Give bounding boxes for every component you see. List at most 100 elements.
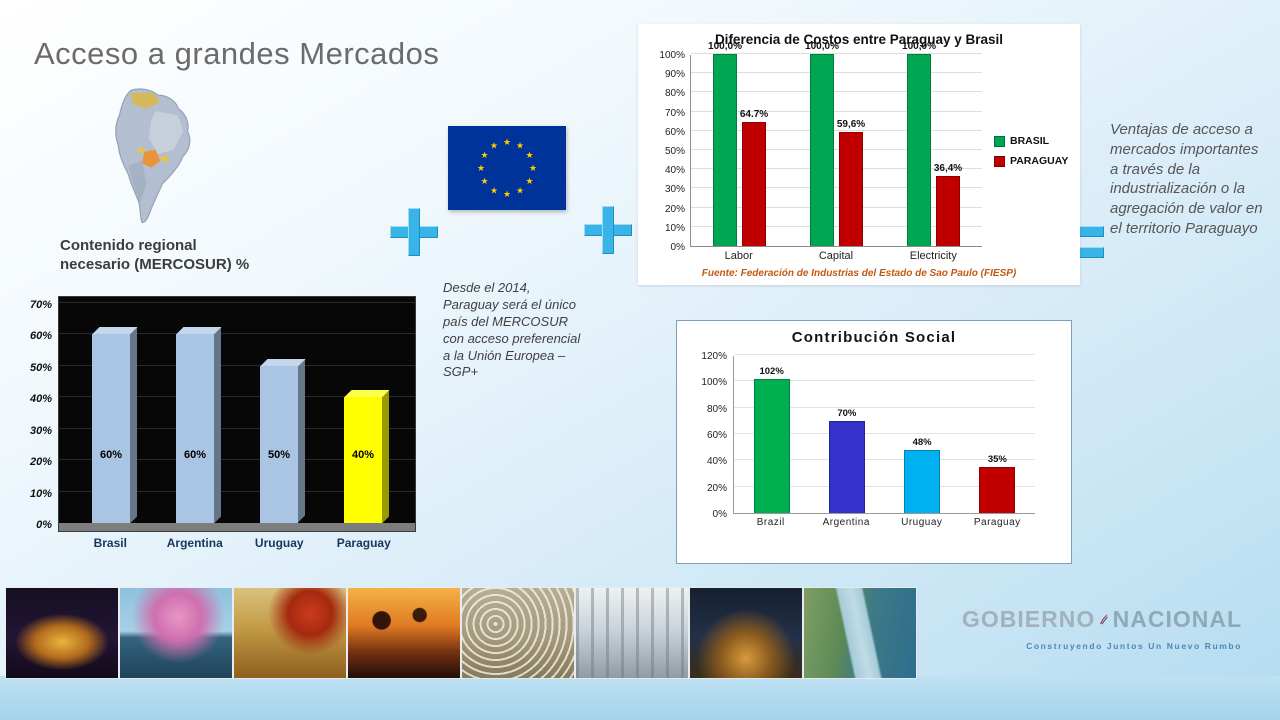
- gridline: [734, 406, 1035, 408]
- bar: [753, 378, 790, 513]
- bar-wrap: 59,6%: [837, 119, 865, 246]
- gridline: [59, 364, 415, 366]
- y-tick-label: 10%: [29, 487, 52, 500]
- gridline: [734, 354, 1035, 355]
- bar: [907, 54, 931, 246]
- logo-word-nacional: NACIONAL: [1112, 605, 1242, 632]
- photo-lapacho-tree-lake: [119, 587, 233, 679]
- mercosur-chart: 0% 10% 20% 30% 40% 50% 60% 70% 60% 60% 50% 40% Bra…: [12, 296, 430, 550]
- page-title: Acceso a grandes Mercados: [34, 36, 440, 71]
- bar-3d-side: [214, 327, 221, 523]
- social-y-axis: 0% 20% 40% 60% 80% 100% 120%: [689, 351, 733, 520]
- gridline: [59, 490, 415, 492]
- svg-text:★: ★: [503, 138, 511, 148]
- social-chart-title: Contribución Social: [791, 329, 957, 346]
- gridline: [59, 333, 415, 335]
- bar: [92, 327, 137, 523]
- bar: [810, 54, 834, 246]
- plus-icon: [390, 208, 438, 256]
- photo-river-barge: [803, 587, 917, 679]
- bar: [260, 358, 305, 523]
- y-tick-label: 120%: [701, 351, 727, 362]
- costs-x-axis: Labor Capital Electricity: [690, 247, 982, 262]
- legend-swatch-paraguay: [994, 155, 1005, 167]
- bar-group: 40%: [321, 297, 405, 523]
- gridline: [691, 91, 982, 93]
- y-tick-label: 60%: [706, 430, 727, 441]
- costs-y-axis: 0% 10% 20% 30% 40% 50% 60% 70% 80% 90% 100%: [650, 50, 690, 253]
- y-tick-label: 40%: [29, 393, 52, 406]
- gridline: [734, 433, 1035, 434]
- bar-wrap: 70%: [809, 408, 884, 513]
- category-label: Paraguay: [973, 517, 1021, 528]
- regional-label-line1: Contenido regional: [60, 237, 197, 254]
- legend-label-brasil: BRASIL: [1010, 135, 1050, 147]
- photo-night-gathering: [689, 587, 803, 679]
- bar-value-label: 100,0%: [902, 41, 936, 52]
- y-tick-label: 40%: [706, 456, 727, 468]
- bar-3d-top: [176, 327, 221, 335]
- y-tick-label: 60%: [29, 330, 52, 343]
- y-tick-label: 50%: [664, 146, 685, 157]
- bar: [176, 327, 221, 523]
- gridline: [691, 206, 982, 208]
- gridline: [691, 72, 982, 74]
- y-tick-label: 20%: [29, 456, 52, 469]
- bar-3d-top: [260, 358, 305, 366]
- bar-value-label: 64.7%: [739, 108, 769, 120]
- gridline: [59, 396, 415, 398]
- bar-wrap: 48%: [885, 437, 960, 513]
- bar-wrap: 100,0%: [708, 41, 742, 246]
- y-tick-label: 0%: [712, 509, 727, 520]
- svg-text:★: ★: [480, 177, 488, 187]
- bar-value-label: 50%: [267, 449, 291, 461]
- social-x-axis: Brazil Argentina Uruguay Paraguay: [733, 514, 1035, 528]
- bar-value-label: 102%: [759, 365, 784, 377]
- svg-text:★: ★: [490, 187, 498, 197]
- svg-text:★: ★: [516, 142, 524, 152]
- bar-wrap: 64.7%: [740, 109, 768, 246]
- bar-wrap: 100,0%: [902, 41, 936, 246]
- bar-wrap: 102%: [734, 366, 809, 513]
- regional-label-line2: necesario (MERCOSUR) %: [60, 255, 250, 273]
- bar-group: 60%: [153, 297, 237, 523]
- svg-text:★: ★: [480, 151, 488, 161]
- photo-factory-interior: [575, 587, 689, 679]
- costs-source: Fuente: Federación de Industrias del Est…: [701, 268, 1017, 279]
- bar: [713, 54, 737, 246]
- y-tick-label: 100%: [701, 377, 727, 389]
- bar: [742, 121, 766, 246]
- gridline: [691, 53, 982, 54]
- advantages-text: Ventajas de acceso a mercados importante…: [1110, 121, 1263, 237]
- bar-group: 100,0% 59,6%: [788, 41, 885, 246]
- y-tick-label: 0%: [36, 519, 52, 531]
- svg-text:★: ★: [529, 164, 537, 174]
- photo-strip: [5, 587, 917, 679]
- legend-item-brasil: BRASIL: [994, 135, 1068, 147]
- category-label: Paraguay: [336, 536, 391, 550]
- south-america-map: [86, 86, 214, 228]
- legend-swatch-brasil: [994, 135, 1005, 147]
- bar-value-label: 60%: [99, 449, 123, 461]
- eu-flag-icon: ★ ★ ★ ★ ★ ★ ★ ★ ★ ★ ★ ★: [448, 126, 566, 210]
- costs-chart-panel: Diferencia de Costos entre Paraguay y Br…: [638, 24, 1080, 285]
- y-tick-label: 30%: [29, 424, 52, 437]
- category-label: Uruguay: [901, 517, 943, 528]
- bar-value-label: 100,0%: [805, 41, 839, 52]
- bar-3d-top: [344, 390, 389, 398]
- bar-group: 60%: [69, 297, 153, 523]
- bar: [344, 390, 389, 523]
- y-tick-label: 80%: [706, 403, 727, 415]
- bar-value-label: 59,6%: [836, 118, 866, 130]
- svg-text:★: ★: [525, 151, 533, 161]
- bar-value-label: 48%: [912, 436, 932, 448]
- category-label: Brasil: [93, 536, 127, 550]
- social-chart-panel: Contribución Social 0% 20% 40% 60% 80% 100% 12…: [676, 320, 1072, 564]
- legend-label-paraguay: PARAGUAY: [1010, 155, 1069, 167]
- gridline: [734, 485, 1035, 487]
- y-tick-label: 30%: [664, 184, 685, 196]
- bar: [979, 466, 1016, 513]
- y-tick-label: 20%: [706, 482, 727, 494]
- bar-value-label: 100,0%: [708, 41, 742, 52]
- y-tick-label: 100%: [659, 50, 685, 61]
